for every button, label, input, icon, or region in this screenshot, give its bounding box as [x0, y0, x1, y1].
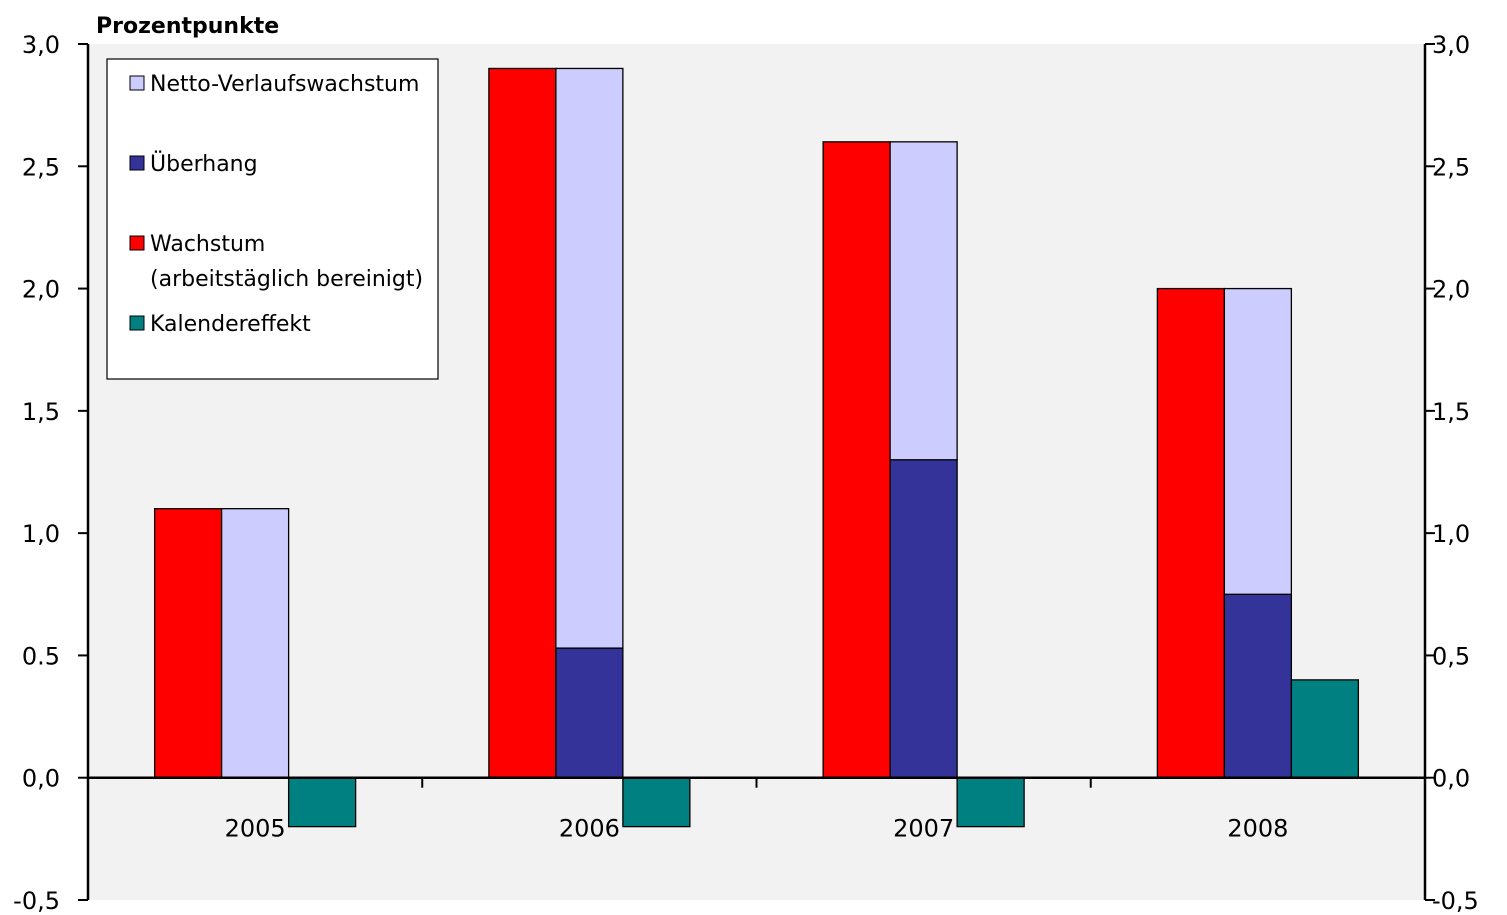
bar-net-2006: [555, 67, 624, 649]
y-tick-label-left: 0,0: [22, 765, 60, 793]
y-tick-label-right: 3,0: [1432, 31, 1470, 59]
y-tick-label-left: -0,5: [13, 887, 60, 915]
y-ticks-right: 3,0 2,5 2,0 1,5 1,0 0,5 0,0 -0,5: [1425, 31, 1479, 915]
y-tick-label-left: 3,0: [22, 31, 60, 59]
bar-carryover-2008: [1223, 593, 1293, 779]
bar-carryover-2006: [555, 647, 624, 779]
bar-net-2005: [220, 508, 290, 779]
y-tick-label-right: -0,5: [1432, 887, 1479, 915]
legend-swatch: [129, 235, 145, 251]
bar-growth-2007: [822, 141, 891, 779]
bar-growth-2005: [153, 508, 223, 779]
legend: Netto-Verlaufswachstum Überhang Wachstum (a…: [106, 58, 439, 380]
y-tick-label-left: 1,0: [22, 520, 60, 548]
y-tick-label-right: 2,0: [1432, 276, 1470, 304]
legend-label: Wachstum: [150, 232, 265, 257]
legend-label: Netto-Verlaufswachstum: [150, 72, 419, 97]
bar-growth-2008: [1156, 287, 1226, 779]
bar-calendar-2008: [1290, 679, 1360, 779]
y-tick-label-left: 2,5: [22, 153, 60, 181]
x-tick-label-2007: 2007: [893, 815, 954, 843]
y-tick-label-left: 0.5: [22, 642, 60, 670]
y-tick-label-left: 1,5: [22, 398, 60, 426]
y-ticks-left: 3,0 2,5 2,0 1,5 1,0 0.5 0,0 -0,5: [13, 31, 88, 915]
x-tick-labels: 2005 2006 2007 2008: [225, 815, 1289, 843]
x-tick-label-2006: 2006: [559, 815, 620, 843]
legend-label: Kalendereffekt: [150, 312, 311, 337]
bar-growth-2006: [488, 67, 557, 779]
bar-calendar-2006: [622, 777, 691, 828]
y-tick-label-right: 0,0: [1432, 765, 1470, 793]
x-tick-label-2005: 2005: [225, 815, 286, 843]
y-tick-label-left: 2,0: [22, 276, 60, 304]
bars: [153, 67, 1360, 828]
bar-net-2008: [1223, 287, 1293, 595]
bar-calendar-2007: [956, 777, 1025, 828]
legend-label: Überhang: [150, 151, 258, 177]
y-tick-label-right: 1,0: [1432, 520, 1470, 548]
axes: [86, 44, 1427, 900]
y-tick-label-right: 0,5: [1432, 642, 1470, 670]
legend-swatch: [129, 155, 145, 171]
x-tick-label-2008: 2008: [1227, 815, 1288, 843]
legend-box: [106, 58, 439, 380]
legend-swatch: [129, 75, 145, 91]
y-tick-label-right: 1,5: [1432, 398, 1470, 426]
bar-net-2007: [889, 141, 958, 461]
bar-carryover-2007: [889, 459, 958, 779]
legend-swatch: [129, 315, 145, 331]
bar-calendar-2005: [287, 777, 357, 828]
legend-label-line2: (arbeitstäglich bereinigt): [150, 267, 423, 292]
y-tick-label-right: 2,5: [1432, 153, 1470, 181]
y-unit-label: Prozentpunkte: [96, 14, 279, 39]
